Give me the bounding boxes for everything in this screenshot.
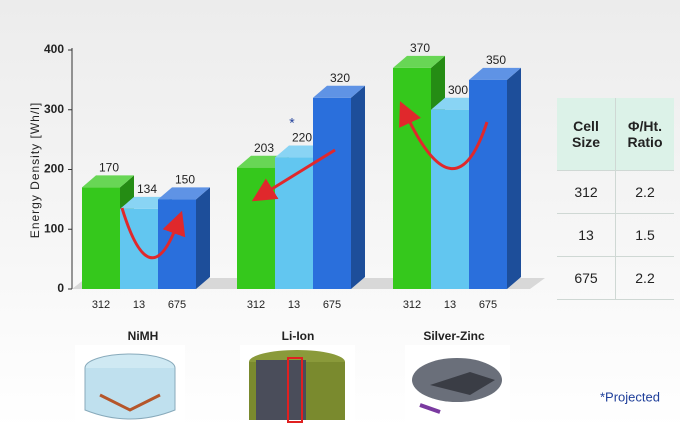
table-cell: 312 — [557, 170, 616, 214]
value-label: 320 — [330, 71, 350, 85]
table-cell: 675 — [557, 256, 616, 300]
ratio-table: Cell Size Φ/Ht. Ratio 312 2.2 13 1.5 675 2.2 — [557, 98, 674, 300]
x-tick-label: 312 — [247, 299, 265, 311]
value-label: 220 — [292, 131, 312, 145]
x-tick-label: 13 — [133, 299, 145, 311]
value-label: 170 — [99, 161, 119, 175]
bar — [82, 187, 120, 289]
x-tick-label: 13 — [288, 299, 300, 311]
bar — [393, 67, 431, 289]
y-tick-label: 200 — [44, 162, 64, 176]
bar-side — [196, 187, 210, 289]
header-cell: Cell Size — [557, 98, 616, 171]
value-label: 300 — [448, 83, 468, 97]
table-row: 13 1.5 — [557, 213, 674, 257]
bar — [275, 157, 313, 289]
y-axis-label: Energy Density [Wh/l] — [28, 102, 42, 238]
x-tick-label: 312 — [403, 299, 421, 311]
table-cell: 2.2 — [615, 256, 674, 300]
silver-zinc-illustration — [405, 345, 510, 429]
value-label: 150 — [175, 173, 195, 187]
table-header: Cell Size Φ/Ht. Ratio — [557, 98, 674, 171]
bar — [469, 79, 507, 289]
group-label: Li-Ion — [282, 329, 315, 343]
trend-arrow — [399, 101, 489, 170]
x-tick-label: 13 — [444, 299, 456, 311]
li-ion-illustration — [240, 345, 355, 429]
table-row: 675 2.2 — [557, 256, 674, 300]
y-tick-label: 400 — [44, 42, 64, 56]
value-label: 350 — [486, 53, 506, 67]
bar-side — [351, 85, 365, 289]
y-tick-label: 0 — [57, 281, 64, 295]
bar-top — [82, 175, 134, 188]
y-tick-label: 100 — [44, 221, 64, 235]
x-tick-label: 675 — [323, 299, 341, 311]
trend-arrow — [120, 207, 186, 259]
x-tick-label: 675 — [479, 299, 497, 311]
bar — [431, 109, 469, 289]
table-cell: 1.5 — [615, 213, 674, 257]
bar — [158, 199, 196, 289]
table-cell: 13 — [557, 213, 616, 257]
y-tick-label: 300 — [44, 102, 64, 116]
value-label: 203 — [254, 141, 274, 155]
bar — [313, 97, 351, 289]
value-label: 370 — [410, 41, 430, 55]
bar-top — [313, 85, 365, 98]
bar-top — [393, 55, 445, 68]
group-label: NiMH — [128, 329, 159, 343]
bar-side — [507, 67, 521, 289]
x-tick-label: 312 — [92, 299, 110, 311]
value-label: 134 — [137, 182, 157, 196]
bar-top — [469, 67, 521, 80]
header-cell: Φ/Ht. Ratio — [615, 98, 674, 171]
x-tick-label: 675 — [168, 299, 186, 311]
nimh-illustration — [75, 345, 185, 429]
table-row: 312 2.2 — [557, 170, 674, 214]
table-cell: 2.2 — [615, 170, 674, 214]
trend-arrow — [251, 148, 336, 202]
bar — [237, 167, 275, 289]
group-label: Silver-Zinc — [423, 329, 485, 343]
bar-top — [158, 187, 210, 200]
annotation: * — [289, 114, 295, 130]
footnote: *Projected — [600, 389, 660, 404]
